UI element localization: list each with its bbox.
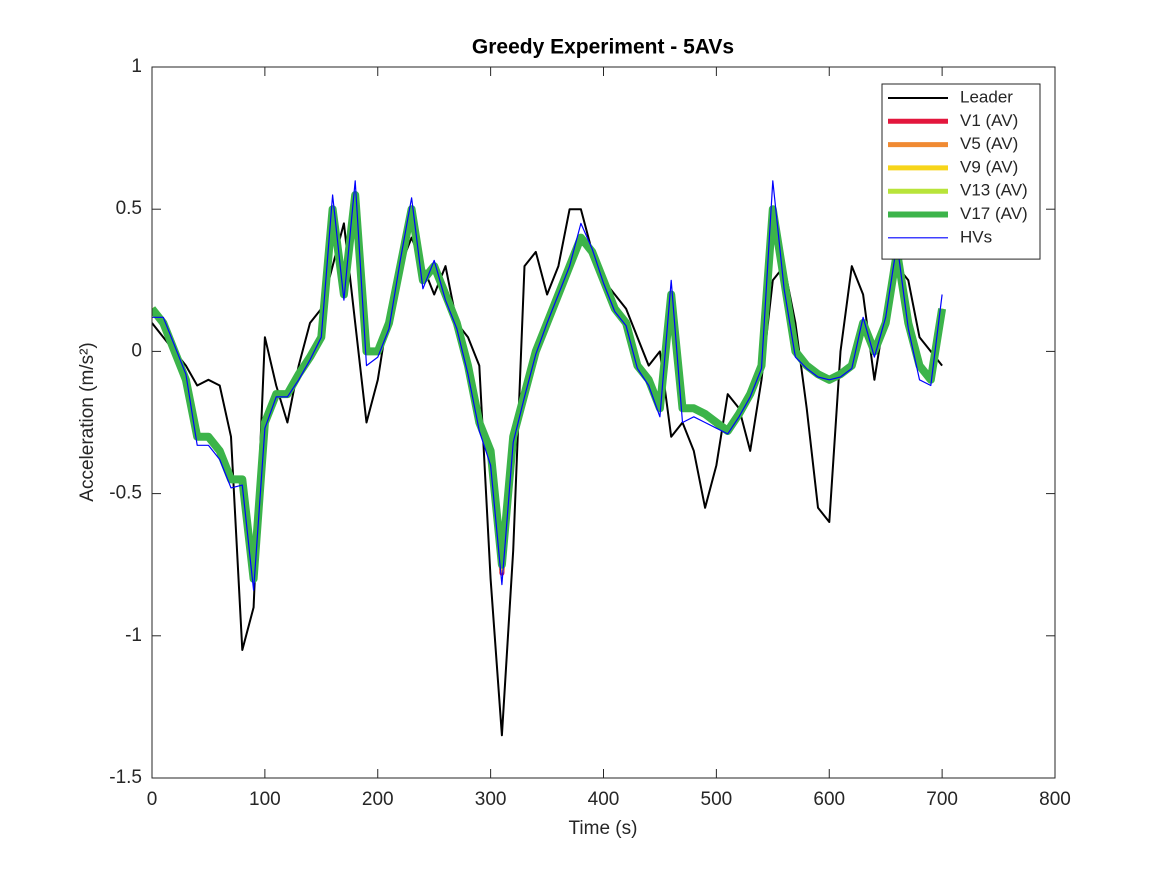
x-tick-label: 800	[1039, 789, 1071, 810]
legend-label: Leader	[960, 87, 1013, 106]
y-tick-label: 0	[131, 340, 142, 361]
y-tick-label: -0.5	[109, 483, 142, 504]
y-tick-label: 1	[131, 56, 142, 77]
series-line	[152, 180, 943, 591]
y-tick-label: -1	[125, 625, 142, 646]
x-tick-label: 300	[475, 789, 507, 810]
x-tick-label: 100	[249, 789, 281, 810]
x-tick-label: 400	[588, 789, 620, 810]
chart-title: Greedy Experiment - 5AVs	[472, 36, 734, 59]
x-tick-label: 500	[701, 789, 733, 810]
x-tick-label: 0	[147, 789, 158, 810]
legend-label: V5 (AV)	[960, 134, 1018, 153]
x-tick-label: 700	[926, 789, 958, 810]
x-tick-label: 600	[813, 789, 845, 810]
legend-label: V1 (AV)	[960, 111, 1018, 130]
legend-label: V9 (AV)	[960, 157, 1018, 176]
y-tick-label: -1.5	[109, 767, 142, 788]
legend-label: V13 (AV)	[960, 181, 1028, 200]
y-tick-label: 0.5	[116, 198, 142, 219]
axes-box	[151, 66, 1056, 779]
x-axis-label: Time (s)	[569, 818, 638, 839]
y-axis-label: Acceleration (m/s²)	[77, 342, 98, 501]
series-line	[152, 208, 943, 737]
legend-label: HVs	[960, 227, 992, 246]
x-tick-label: 200	[362, 789, 394, 810]
legend-box	[881, 83, 1041, 260]
legend-label: V17 (AV)	[960, 204, 1028, 223]
